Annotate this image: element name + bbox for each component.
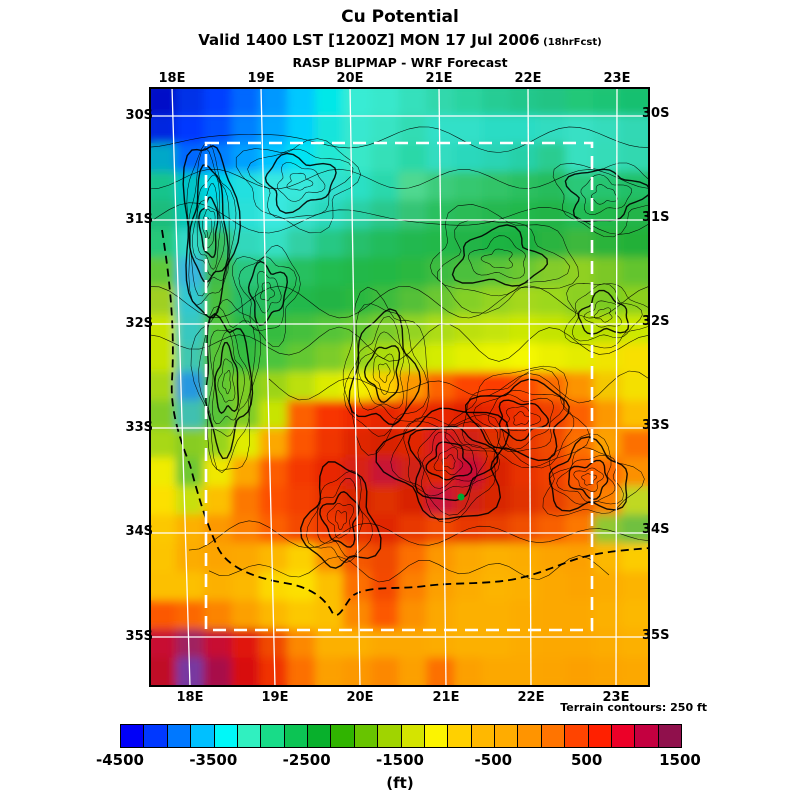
model-line: RASP BLIPMAP - WRF Forecast — [292, 55, 508, 70]
lon-label-top: 18E — [158, 71, 186, 86]
colorbar-cell — [564, 725, 588, 747]
colorbar-cell — [213, 725, 237, 747]
lon-label-top: 21E — [425, 71, 453, 86]
colorbar-tick-label: 500 — [571, 751, 603, 769]
forecast-hour-note: (18hrFcst) — [539, 37, 602, 48]
lat-label-left: 31S — [125, 212, 153, 227]
lat-label-right: 35S — [642, 628, 670, 643]
colorbar-cell — [610, 725, 635, 747]
colorbar-tick-label: -3500 — [189, 751, 238, 769]
lon-label-top: 20E — [336, 71, 364, 86]
colorbar-cell — [166, 725, 191, 747]
colorbar-tick-label: -4500 — [96, 751, 144, 769]
lon-label-top: 23E — [603, 71, 631, 86]
lon-label-bottom: 20E — [346, 690, 374, 705]
colorbar-tick-label: 1500 — [659, 751, 701, 769]
colorbar-tick-label: -500 — [474, 751, 513, 769]
terrain-contours-note: Terrain contours: 250 ft — [560, 701, 707, 714]
colorbar-units-label: (ft) — [386, 774, 414, 792]
lon-label-bottom: 18E — [176, 690, 204, 705]
colorbar-cell — [447, 725, 471, 747]
colorbar-cell — [143, 725, 167, 747]
page-title: Cu Potential — [341, 7, 459, 27]
colorbar-cell — [121, 725, 144, 747]
lat-label-left: 35S — [125, 629, 153, 644]
colorbar — [120, 724, 682, 748]
colorbar-cell — [470, 725, 494, 747]
colorbar-tick-label: -2500 — [282, 751, 331, 769]
lon-label-top: 22E — [514, 71, 542, 86]
colorbar-cell — [283, 725, 307, 747]
valid-time-text: Valid 1400 LST [1200Z] MON 17 Jul 2006 — [198, 31, 540, 49]
site-marker — [457, 493, 465, 501]
lat-label-right: 30S — [642, 106, 670, 121]
lat-label-right: 34S — [642, 522, 670, 537]
colorbar-cell — [587, 725, 611, 747]
colorbar-cell — [307, 725, 331, 747]
forecast-map — [149, 87, 650, 687]
colorbar-cell — [190, 725, 214, 747]
lat-label-left: 32S — [125, 316, 153, 331]
colorbar-cell — [377, 725, 401, 747]
colorbar-cell — [260, 725, 284, 747]
lat-label-right: 32S — [642, 314, 670, 329]
colorbar-cell — [540, 725, 565, 747]
colorbar-cell — [353, 725, 378, 747]
forecast-map-svg — [149, 87, 650, 687]
colorbar-cell — [423, 725, 448, 747]
valid-time-line: Valid 1400 LST [1200Z] MON 17 Jul 2006 (… — [0, 31, 800, 49]
colorbar-cell — [634, 725, 658, 747]
lat-label-left: 34S — [125, 524, 153, 539]
lat-label-right: 31S — [642, 210, 670, 225]
colorbar-cell — [494, 725, 518, 747]
colorbar-cell — [330, 725, 354, 747]
lat-label-left: 33S — [125, 420, 153, 435]
colorbar-cell — [657, 725, 681, 747]
lon-label-top: 19E — [247, 71, 275, 86]
colorbar-cell — [236, 725, 261, 747]
lat-label-left: 30S — [125, 108, 153, 123]
lon-label-bottom: 21E — [432, 690, 460, 705]
colorbar-cell — [517, 725, 541, 747]
lon-label-bottom: 23E — [602, 690, 630, 705]
colorbar-cell — [400, 725, 424, 747]
lon-label-bottom: 19E — [261, 690, 289, 705]
lat-label-right: 33S — [642, 418, 670, 433]
colorbar-tick-label: -1500 — [376, 751, 424, 769]
lon-label-bottom: 22E — [517, 690, 545, 705]
